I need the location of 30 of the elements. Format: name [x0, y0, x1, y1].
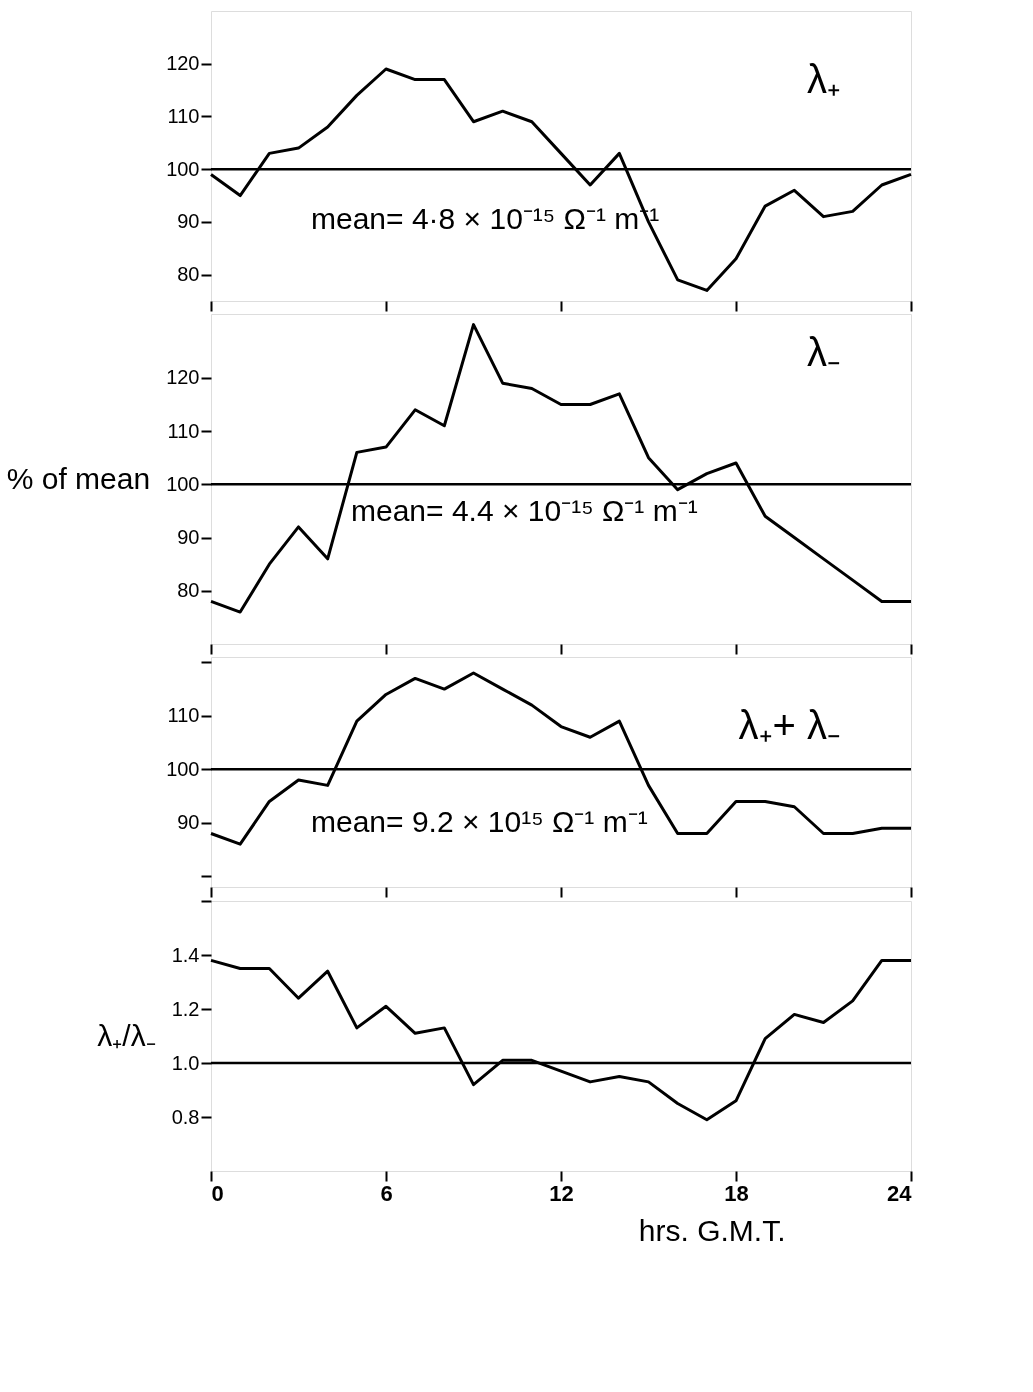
x-tick-label: 12	[549, 1180, 574, 1206]
x-tick-label: 0	[211, 1180, 224, 1206]
y-tick-label: 110	[167, 419, 200, 442]
x-tick-label: 24	[887, 1180, 913, 1206]
y-tick-label: 1.2	[171, 997, 200, 1020]
y-tick-label: 90	[177, 526, 200, 549]
y-tick-label: 100	[166, 157, 200, 180]
annotation: mean= 4.4 × 10⁻¹⁵ Ω⁻¹ m⁻¹	[351, 494, 698, 527]
series-label: λ₊+ λ₋	[738, 703, 841, 747]
y-tick-label: 80	[177, 263, 200, 286]
y-tick-label: 1.4	[171, 943, 200, 966]
text: λ₋	[807, 330, 841, 374]
y-tick-label: 110	[167, 104, 200, 127]
y-axis-title: % of mean	[6, 461, 151, 495]
x-tick-label: 18	[724, 1180, 749, 1206]
y-tick-label: 80	[177, 579, 200, 602]
y-tick-label: 110	[167, 704, 200, 727]
x-tick-label: 6	[380, 1180, 393, 1206]
x-axis-title: hrs. G.M.T.	[638, 1213, 786, 1247]
y-axis-title: λ₊/λ₋	[97, 1018, 156, 1052]
y-tick-label: 100	[166, 757, 200, 780]
annotation: mean= 9.2 × 10¹⁵ Ω⁻¹ m⁻¹	[311, 804, 648, 838]
y-tick-label: 1.0	[171, 1051, 200, 1074]
y-tick-label: 100	[166, 472, 200, 495]
text: λ₊	[807, 57, 841, 101]
y-tick-label: 90	[177, 210, 200, 233]
y-tick-label: 120	[166, 52, 200, 75]
y-tick-label: 0.8	[171, 1105, 200, 1128]
y-tick-label: 90	[177, 811, 200, 834]
y-tick-label: 120	[166, 366, 200, 389]
